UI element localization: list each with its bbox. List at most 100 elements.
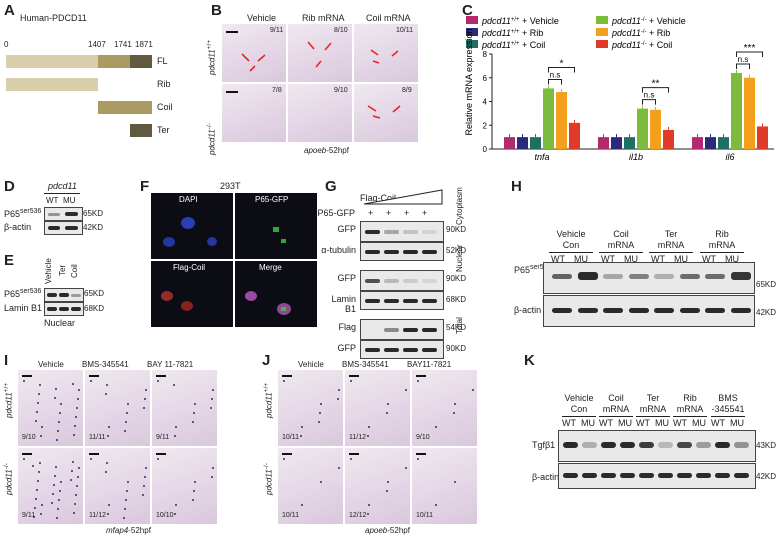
scale-bar — [89, 375, 99, 377]
stain-dot — [77, 398, 79, 400]
cond-coil: Coil mRNA — [366, 13, 411, 23]
stain-dot — [78, 389, 80, 391]
blot-k-actin — [558, 463, 756, 489]
arrow-icon — [372, 60, 380, 64]
bracket-line — [673, 416, 707, 417]
stain-dot — [283, 380, 285, 382]
genotype-wt-label: pdcd11+/+ — [3, 382, 14, 418]
stain-dot — [37, 480, 39, 482]
col-mu: MU — [624, 254, 638, 264]
arrow-icon — [241, 53, 250, 62]
scale-bar — [22, 453, 32, 455]
blot-d-actin — [44, 221, 83, 235]
col-mu: MU — [618, 418, 632, 428]
kd-label: 65KD — [756, 280, 777, 289]
kd-label: 90KD — [446, 274, 467, 283]
band — [563, 473, 578, 478]
kd-label: 90KD — [446, 344, 467, 353]
cond-vehicle: Vehicle — [298, 360, 324, 369]
blot-e-p65 — [44, 288, 84, 302]
j-caption: apoeb-52hpf — [365, 526, 410, 535]
stain-dot — [386, 412, 388, 414]
band — [552, 308, 572, 313]
stain-dot — [386, 490, 388, 492]
band — [365, 278, 380, 283]
band — [403, 347, 418, 352]
band — [552, 274, 572, 279]
legend-swatch — [466, 28, 478, 36]
stain-dot — [338, 467, 340, 469]
group-label: Ter — [646, 393, 660, 403]
x-tick-label: tnfa — [534, 152, 549, 162]
arrow-icon — [257, 54, 266, 62]
stain-dot — [74, 425, 76, 427]
stain-dot — [106, 384, 108, 386]
blot-g-row — [360, 270, 444, 291]
col-wt: WT — [601, 254, 615, 264]
band — [677, 442, 692, 448]
band — [384, 229, 399, 234]
stain-dot — [194, 403, 196, 405]
band — [563, 442, 578, 448]
stain-dot — [174, 513, 176, 515]
bar — [556, 92, 567, 149]
bar — [624, 137, 635, 149]
cond-vehicle: Vehicle — [247, 13, 277, 23]
fluor-merge: Merge — [235, 261, 317, 327]
stain-dot — [173, 384, 175, 386]
stain-dot — [350, 380, 352, 382]
col-coil: Coil — [70, 264, 79, 278]
fraction-label: 9/11 — [156, 434, 170, 441]
panel-label-c: C — [462, 2, 473, 19]
band — [403, 327, 418, 332]
col-wt: WT — [673, 418, 687, 428]
band — [639, 473, 654, 478]
row-fl: FL — [157, 56, 168, 66]
band — [705, 274, 725, 279]
cond-bms: BMS-345541 — [342, 360, 389, 369]
stain-dot — [23, 458, 25, 460]
stain-dot — [126, 490, 128, 492]
panel-label-b: B — [211, 2, 222, 19]
band — [403, 278, 418, 283]
stain-dot — [38, 393, 40, 395]
scale-bar — [22, 375, 32, 377]
legend-entry: pdcd11-/- + Vehicle — [611, 16, 686, 26]
stain-dot — [107, 513, 109, 515]
stain-dot — [192, 421, 194, 423]
group-label: Vehicle — [556, 229, 586, 239]
band — [422, 278, 437, 283]
kd-label: 52KD — [446, 246, 467, 255]
stain-dot — [367, 435, 369, 437]
stain-dot — [454, 403, 456, 405]
ns-label: n.s — [550, 70, 561, 79]
legend-swatch — [466, 40, 478, 48]
group-cytoplasm: Cytoplasm — [455, 187, 464, 225]
row-label-0: GFP — [337, 224, 356, 234]
band — [620, 473, 635, 478]
band — [730, 272, 751, 280]
stain-dot — [125, 421, 127, 423]
band — [422, 229, 437, 234]
y-tick-label: 4 — [483, 98, 488, 107]
group-label: mRNA — [708, 240, 736, 250]
row-label-2: GFP — [337, 273, 356, 283]
frac-b-wt-coil: 10/11 — [396, 27, 413, 34]
panel-label-k: K — [524, 352, 535, 369]
blot-g-row — [360, 319, 444, 340]
e-caption: Nuclear — [44, 318, 76, 328]
fraction-label: 10/11 — [282, 512, 299, 519]
stain-dot — [210, 407, 212, 409]
band — [422, 327, 437, 332]
col-wt: WT — [551, 254, 565, 264]
stain-dot — [60, 403, 62, 405]
band — [628, 274, 649, 279]
arrow-icon — [249, 65, 256, 72]
stain-dot — [76, 485, 78, 487]
stain-dot — [367, 513, 369, 515]
blot-k-tgfb1 — [558, 430, 756, 462]
kd-label: 90KD — [446, 225, 467, 234]
fraction-label: 11/11 — [89, 434, 106, 441]
embryo-image-b-mu-vehicle — [222, 84, 286, 142]
band — [696, 442, 711, 448]
